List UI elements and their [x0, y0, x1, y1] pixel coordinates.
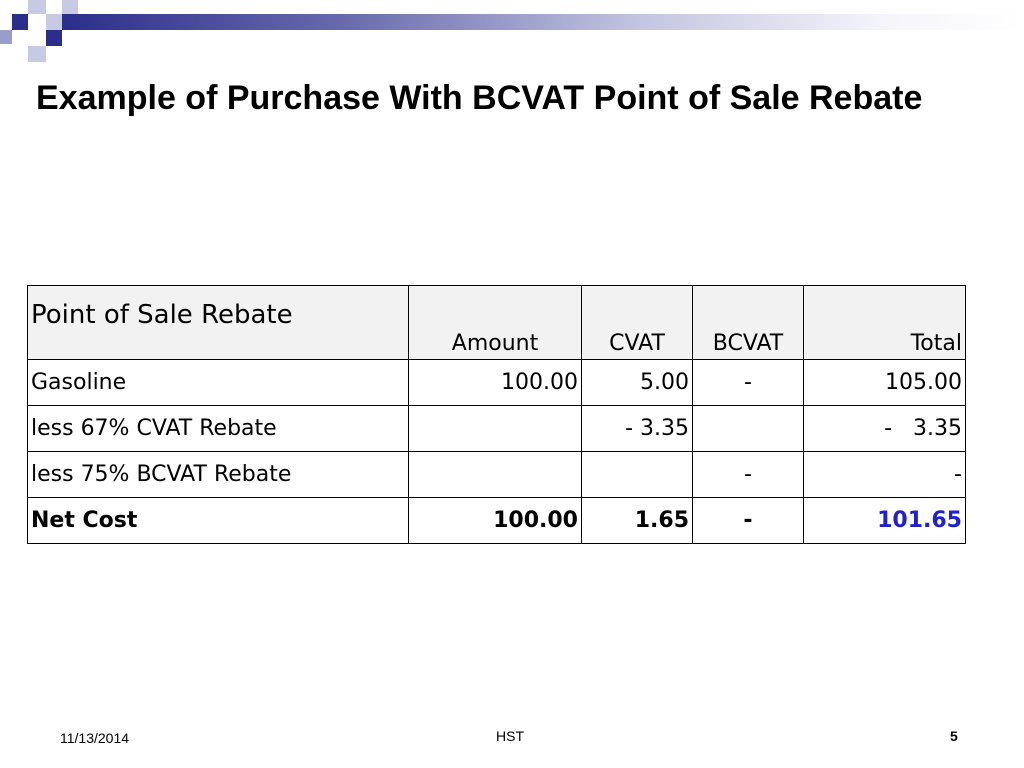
row-bcvat	[692, 405, 804, 452]
row-bcvat: -	[692, 451, 804, 498]
row-bcvat: -	[692, 359, 804, 406]
row-amount	[408, 451, 582, 498]
row-cvat: - 3.35	[581, 405, 693, 452]
row-amount	[408, 405, 582, 452]
decoration-square	[46, 14, 62, 30]
row-total: 105.00	[803, 359, 966, 406]
rebate-table: Point of Sale Rebate Amount CVAT BCVAT T…	[27, 285, 966, 544]
row-total: - 3.35	[803, 405, 966, 452]
row-amount: 100.00	[408, 359, 582, 406]
table-row: less 75% BCVAT Rebate - -	[27, 451, 966, 498]
net-cvat: 1.65	[581, 497, 693, 544]
net-label: Net Cost	[27, 497, 409, 544]
table-row: Gasoline 100.00 5.00 - 105.00	[27, 359, 966, 406]
decoration-square	[62, 0, 78, 14]
net-cost-row: Net Cost 100.00 1.65 - 101.65	[27, 497, 966, 544]
row-label: less 67% CVAT Rebate	[27, 405, 409, 452]
decoration-square	[12, 14, 28, 30]
header-bcvat: BCVAT	[692, 285, 804, 360]
footer-date: 11/13/2014	[60, 730, 130, 746]
page-number: 5	[950, 728, 958, 744]
header-cvat: CVAT	[581, 285, 693, 360]
net-total: 101.65	[803, 497, 966, 544]
row-total: -	[803, 451, 966, 498]
row-label: less 75% BCVAT Rebate	[27, 451, 409, 498]
header-decoration	[0, 0, 80, 64]
decoration-square	[28, 0, 46, 14]
table-header-row: Point of Sale Rebate Amount CVAT BCVAT T…	[27, 285, 966, 360]
net-bcvat: -	[692, 497, 804, 544]
footer-title: HST	[496, 728, 524, 744]
row-label: Gasoline	[27, 359, 409, 406]
decoration-square	[28, 46, 46, 62]
slide-title: Example of Purchase With BCVAT Point of …	[36, 79, 923, 117]
header-amount: Amount	[408, 285, 582, 360]
decoration-square	[0, 30, 12, 44]
header-label: Point of Sale Rebate	[27, 285, 409, 360]
header-total: Total	[803, 285, 966, 360]
table-row: less 67% CVAT Rebate - 3.35 - 3.35	[27, 405, 966, 452]
row-cvat: 5.00	[581, 359, 693, 406]
header-gradient-bar	[62, 14, 1024, 30]
net-amount: 100.00	[408, 497, 582, 544]
row-cvat	[581, 451, 693, 498]
decoration-square	[46, 30, 62, 46]
